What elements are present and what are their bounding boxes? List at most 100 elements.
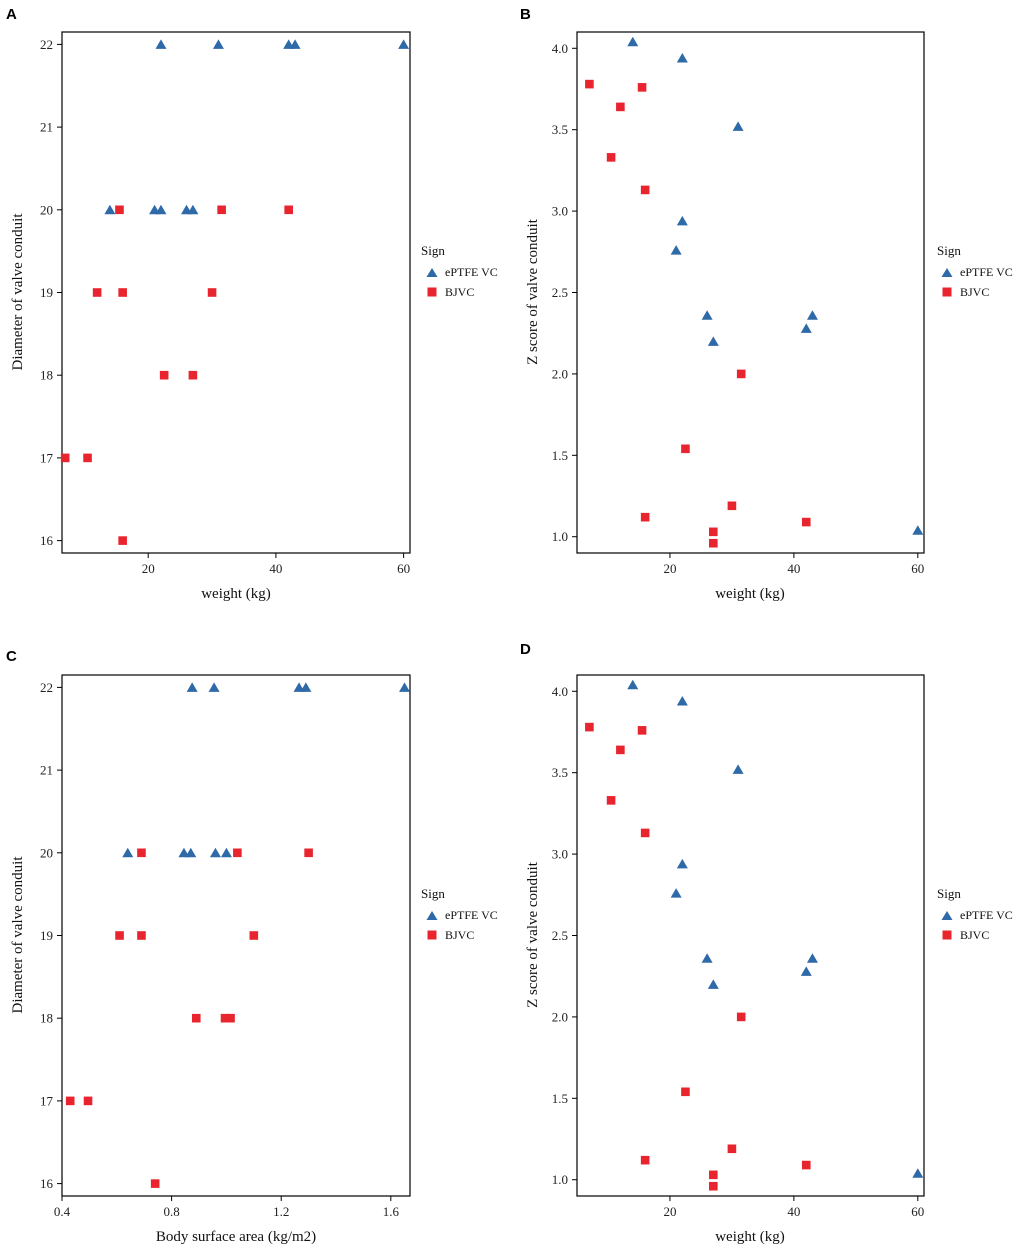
point-bjvc	[115, 931, 124, 940]
y-tick-label: 2.5	[552, 928, 568, 943]
point-eptfe-vc	[627, 36, 639, 47]
point-eptfe-vc	[670, 888, 682, 898]
point-bjvc	[92, 288, 102, 297]
y-tick-label: 21	[40, 120, 53, 135]
point-eptfe-vc	[676, 215, 688, 226]
point-bjvc	[150, 1179, 160, 1188]
point-bjvc	[640, 512, 650, 522]
y-tick-label: 18	[40, 1011, 53, 1026]
point-bjvc	[640, 1155, 650, 1165]
data-points	[65, 682, 411, 1188]
point-bjvc	[188, 370, 198, 380]
point-eptfe-vc	[187, 204, 199, 215]
x-tick-label: 60	[911, 561, 924, 576]
x-axis-title: weight (kg)	[201, 586, 271, 602]
y-tick-label: 1.5	[552, 448, 568, 463]
panel-letter: B	[520, 6, 531, 23]
y-tick-label: 16	[40, 1176, 54, 1191]
point-bjvc	[709, 527, 718, 537]
point-bjvc	[637, 726, 647, 735]
legend-label-bjvc: BJVC	[445, 928, 474, 942]
point-eptfe-vc	[701, 310, 713, 320]
x-tick-label: 20	[663, 561, 676, 576]
point-eptfe-vc	[220, 847, 232, 858]
data-points	[60, 39, 410, 545]
x-tick-label: 0.8	[163, 1204, 179, 1219]
y-ticks: 1.0 1.5 2.0 2.5 3.0 3.5 4.0	[552, 41, 577, 544]
legend-label-eptfe: ePTFE VC	[445, 265, 498, 279]
point-bjvc	[637, 83, 647, 92]
legend: Sign ePTFE VC BJVC	[937, 243, 1013, 299]
x-ticks: 0.4 0.8 1.2 1.6	[54, 1196, 399, 1219]
point-eptfe-vc	[912, 525, 924, 535]
point-eptfe-vc	[104, 204, 116, 215]
point-eptfe-vc	[208, 682, 220, 692]
point-bjvc	[118, 536, 127, 545]
y-tick-label: 19	[40, 285, 53, 300]
legend: Sign ePTFE VC BJVC	[421, 243, 498, 299]
data-points	[585, 36, 924, 548]
point-eptfe-vc	[155, 204, 167, 215]
x-tick-label: 40	[269, 561, 282, 576]
legend-square-icon	[942, 287, 952, 297]
y-ticks: 16 17 18 19 20 21 22	[40, 680, 62, 1191]
point-eptfe-vc	[186, 682, 198, 692]
y-ticks: 1.0 1.5 2.0 2.5 3.0 3.5 4.0	[552, 684, 577, 1187]
point-bjvc	[284, 205, 293, 215]
point-bjvc	[207, 288, 217, 297]
point-eptfe-vc	[707, 979, 719, 989]
plot-frame	[61, 31, 411, 554]
x-ticks: 20 40 60	[142, 553, 410, 576]
point-bjvc	[137, 848, 146, 858]
y-axis-title: Diameter of valve conduit	[10, 856, 26, 1014]
x-axis-title: weight (kg)	[715, 1229, 785, 1245]
point-bjvc	[736, 369, 746, 379]
y-tick-label: 18	[40, 368, 53, 383]
plot-frame	[576, 674, 925, 1197]
point-bjvc	[585, 79, 594, 89]
y-tick-label: 2.5	[552, 285, 568, 300]
x-tick-label: 40	[787, 1204, 800, 1219]
x-tick-label: 20	[663, 1204, 676, 1219]
legend-title: Sign	[421, 243, 445, 258]
point-bjvc	[137, 931, 146, 940]
point-bjvc	[191, 1013, 201, 1023]
x-axis-title: Body surface area (kg/m2)	[156, 1229, 316, 1245]
panel-a: A 16 17 18 19 20 21 22 20 40 60 weight (kg) Diam…	[6, 6, 498, 602]
panel-c: C 16 17 18 19 20 21 22 0.4 0.8 1.2 1.6 Body surfa…	[6, 648, 498, 1245]
legend-triangle-icon	[941, 911, 953, 920]
point-eptfe-vc	[185, 847, 197, 858]
point-eptfe-vc	[806, 953, 818, 963]
x-tick-label: 0.4	[54, 1204, 71, 1219]
point-bjvc	[249, 931, 259, 940]
point-bjvc	[304, 848, 313, 858]
point-bjvc	[220, 1013, 230, 1023]
panel-d: D 1.0 1.5 2.0 2.5 3.0 3.5 4.0 20 40 60 weight (k…	[520, 641, 1013, 1245]
legend-label-bjvc: BJVC	[445, 285, 474, 299]
point-eptfe-vc	[209, 847, 221, 858]
point-eptfe-vc	[122, 847, 134, 858]
point-bjvc	[159, 370, 169, 380]
point-bjvc	[727, 501, 737, 511]
legend-title: Sign	[421, 886, 445, 901]
point-bjvc	[60, 453, 70, 463]
legend: Sign ePTFE VC BJVC	[937, 886, 1013, 942]
point-eptfe-vc	[676, 858, 688, 869]
legend-square-icon	[427, 930, 437, 940]
y-tick-label: 2.0	[552, 366, 568, 381]
y-tick-label: 22	[40, 37, 53, 52]
y-tick-label: 3.5	[552, 122, 568, 137]
y-ticks: 16 17 18 19 20 21 22	[40, 37, 62, 548]
x-ticks: 20 40 60	[663, 553, 924, 576]
point-bjvc	[226, 1013, 235, 1023]
point-eptfe-vc	[800, 966, 812, 976]
point-bjvc	[640, 828, 650, 838]
point-bjvc	[606, 796, 616, 805]
y-axis-title: Z score of valve conduit	[525, 218, 541, 365]
point-bjvc	[640, 185, 650, 195]
point-bjvc	[736, 1012, 746, 1022]
point-bjvc	[233, 848, 242, 858]
legend-triangle-icon	[941, 268, 953, 277]
x-tick-label: 40	[787, 561, 800, 576]
y-tick-label: 20	[40, 202, 53, 217]
